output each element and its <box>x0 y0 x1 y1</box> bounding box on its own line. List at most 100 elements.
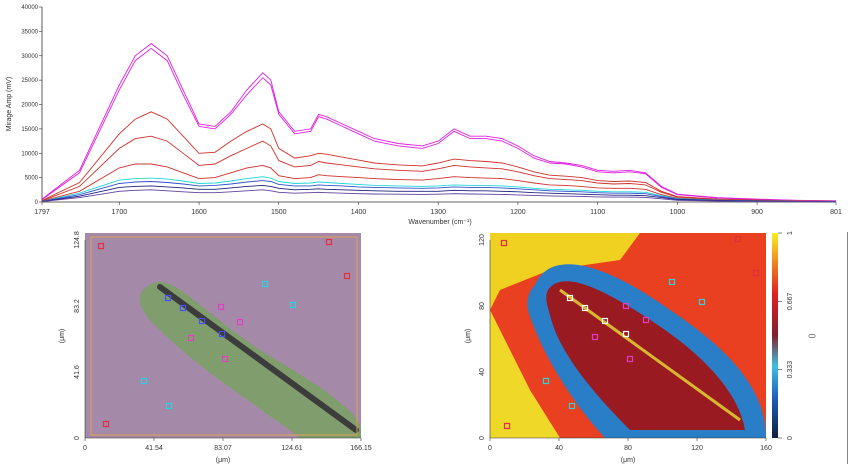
spectrum-x-tick-label: 1100 <box>590 209 605 216</box>
optical-y-tick-label: 124.8 <box>74 231 81 249</box>
spectrum-x-tick-label: 1600 <box>191 209 207 216</box>
optical-marker <box>325 238 333 246</box>
spectrum-series-group <box>41 43 837 203</box>
spectrum-x-tick-label: 1300 <box>430 209 446 216</box>
spectrum-y-tick-label: 25000 <box>21 78 38 84</box>
heatmap-x-tick-label: 40 <box>555 445 563 452</box>
optical-image-panel: 0 41.6 83.2 124.8 0 41.54 83.07 124.61 166.15 (μ… <box>59 231 372 464</box>
spectrum-xlabel: Wavenumber (cm⁻¹) <box>408 219 471 226</box>
spectrum-y-tick-label: 35000 <box>21 29 38 35</box>
spectrum-series-line-5 <box>41 163 837 202</box>
heatmap-y-tick-label: 0 <box>479 436 486 440</box>
optical-x-tick-label: 166.15 <box>350 445 372 452</box>
heatmap-x-tick-label: 120 <box>691 445 703 452</box>
heatmap-marker <box>626 355 634 363</box>
optical-marker <box>198 317 206 325</box>
optical-marker <box>187 334 195 342</box>
colorbar-tick-label: 0.333 <box>787 361 794 379</box>
spectrum-x-tick-label: 1797 <box>34 209 50 216</box>
optical-xlabel: (μm) <box>216 457 231 464</box>
heatmap-red-core <box>546 281 745 430</box>
spectrum-x-tick-label: 1700 <box>112 209 128 216</box>
spectrum-axes: 0 5000 10000 15000 20000 25000 30000 35000 40000… <box>21 5 842 216</box>
heatmap-marker <box>734 235 742 243</box>
optical-marker <box>102 420 110 428</box>
optical-marker <box>261 280 269 288</box>
optical-marker <box>218 330 226 338</box>
heatmap-panel: 0 40 80 120 0 40 80 120 160 0 0.333 0.667 1 () (μm)… <box>465 231 816 464</box>
heatmap-markers <box>500 235 760 430</box>
optical-marker <box>179 304 187 312</box>
optical-fiber <box>157 284 359 433</box>
heatmap-marker <box>503 422 511 430</box>
heatmap-yellow-region-lower <box>490 310 560 438</box>
optical-ylabel: (μm) <box>59 329 66 344</box>
optical-y-tick-label: 41.6 <box>74 365 81 379</box>
spectrum-y-tick-label: 15000 <box>21 127 38 133</box>
heatmap-marker <box>500 239 508 247</box>
heatmap-axes: 0 40 80 120 0 40 80 120 160 <box>479 234 772 452</box>
heatmap-marker <box>581 304 589 312</box>
colorbar-tick-label: 1 <box>787 231 794 235</box>
optical-marker <box>236 318 244 326</box>
spectrum-x-tick-label: 1200 <box>510 209 526 216</box>
optical-marker <box>97 242 105 250</box>
heatmap-marker <box>642 316 650 324</box>
optical-markers <box>97 238 351 428</box>
colorbar-tick-label: 0 <box>787 436 794 440</box>
colorbar <box>772 233 778 438</box>
spectrum-x-tick-label: 1500 <box>271 209 287 216</box>
optical-marker <box>221 355 229 363</box>
optical-x-tick-label: 41.54 <box>145 445 163 452</box>
heatmap-marker <box>698 298 706 306</box>
spectrum-series-line-4 <box>41 135 837 202</box>
optical-marker <box>165 402 173 410</box>
spectrum-y-tick-label: 0 <box>35 200 39 206</box>
spectrum-x-tick-label: 1400 <box>351 209 367 216</box>
heatmap-ylabel: (μm) <box>465 329 472 344</box>
spectrum-series-line-2 <box>41 43 837 202</box>
spectrum-y-tick-label: 20000 <box>21 103 38 109</box>
colorbar-ticks: 0 0.333 0.667 1 <box>778 231 794 440</box>
heatmap-marker <box>601 317 609 325</box>
heatmap-marker <box>568 402 576 410</box>
colorbar-tick-label: 0.667 <box>787 292 794 310</box>
optical-marker <box>217 303 225 311</box>
optical-y-tick-label: 83.2 <box>74 299 81 313</box>
optical-x-tick-label: 83.07 <box>214 445 232 452</box>
heatmap-y-tick-label: 40 <box>479 368 486 376</box>
optical-y-tick-label: 0 <box>74 436 81 440</box>
optical-marker <box>164 294 172 302</box>
spectrum-y-tick-label: 10000 <box>21 151 38 157</box>
colorbar-label: () <box>809 334 816 339</box>
spectrum-ylabel: Mirage Amp (mV) <box>6 77 13 131</box>
spectrum-series-line-8 <box>41 184 837 203</box>
heatmap-yellow-region <box>490 233 640 310</box>
heatmap-marker <box>591 333 599 341</box>
heatmap-marker <box>752 269 760 277</box>
spectrum-chart: 0 5000 10000 15000 20000 25000 30000 35000 40000… <box>6 5 842 226</box>
optical-marker <box>140 377 148 385</box>
spectrum-series-line-1 <box>41 47 837 202</box>
optical-roi-box <box>90 236 358 436</box>
optical-green-halo <box>139 281 361 438</box>
spectrum-y-tick-label: 5000 <box>25 176 39 182</box>
spectrum-x-tick-label: 801 <box>830 209 842 216</box>
heatmap-marker <box>622 302 630 310</box>
spectrum-series-line-3 <box>41 111 837 202</box>
heatmap-y-tick-label: 80 <box>479 302 486 310</box>
heatmap-xlabel: (μm) <box>621 457 636 464</box>
heatmap-fiber <box>559 288 741 422</box>
optical-marker <box>289 301 297 309</box>
optical-x-tick-label: 0 <box>83 445 87 452</box>
spectrum-series-line-7 <box>41 180 837 203</box>
optical-marker <box>343 272 351 280</box>
spectrum-series-line-6 <box>41 176 837 202</box>
heatmap-marker <box>668 278 676 286</box>
heatmap-y-tick-label: 120 <box>479 234 486 246</box>
spectrum-y-tick-label: 40000 <box>21 5 38 11</box>
spectrum-series-line-9 <box>41 189 837 203</box>
heatmap-x-tick-label: 160 <box>760 445 772 452</box>
spectrum-x-tick-label: 900 <box>751 209 763 216</box>
optical-axes: 0 41.6 83.2 124.8 0 41.54 83.07 124.61 166.15 <box>74 231 372 452</box>
